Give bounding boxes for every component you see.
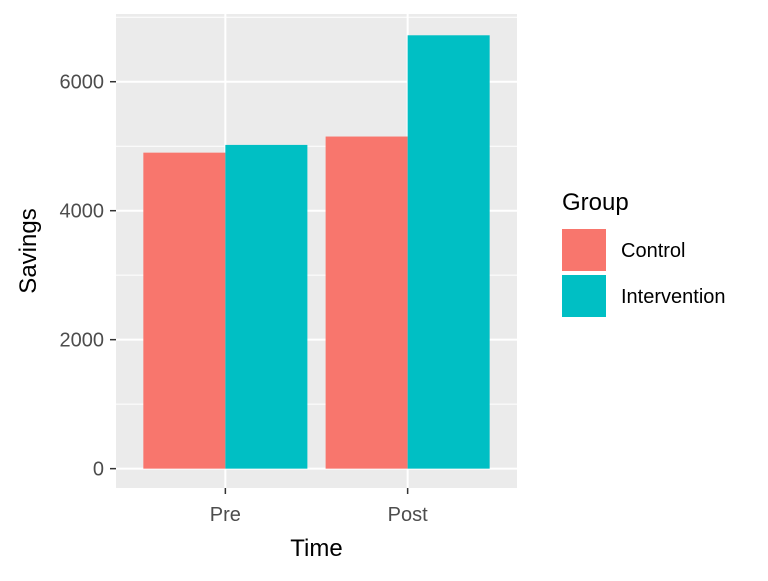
- bar-intervention-post: [407, 35, 490, 469]
- bars: [143, 35, 490, 469]
- x-axis-title: Time: [290, 535, 342, 562]
- y-tick-label: 6000: [60, 72, 105, 94]
- y-tick-label: 0: [93, 459, 104, 481]
- x-axis: Pre Post: [210, 488, 428, 526]
- legend-label-control: Control: [621, 240, 685, 262]
- bar-control-post: [325, 136, 408, 469]
- legend-label-intervention: Intervention: [621, 286, 726, 308]
- x-tick-label: Pre: [210, 504, 241, 526]
- y-tick-label: 2000: [60, 330, 105, 352]
- legend-title: Group: [562, 189, 629, 216]
- x-tick-label: Post: [388, 504, 428, 526]
- y-axis: 0 2000 4000 6000: [60, 72, 116, 481]
- legend: Group Control Intervention: [562, 189, 726, 317]
- bar-control-pre: [143, 152, 226, 469]
- legend-key-control: [562, 229, 606, 271]
- legend-items: Control Intervention: [562, 229, 726, 317]
- bar-intervention-pre: [225, 144, 308, 469]
- y-axis-title: Savings: [15, 208, 42, 293]
- y-tick-label: 4000: [60, 201, 105, 223]
- legend-key-intervention: [562, 275, 606, 317]
